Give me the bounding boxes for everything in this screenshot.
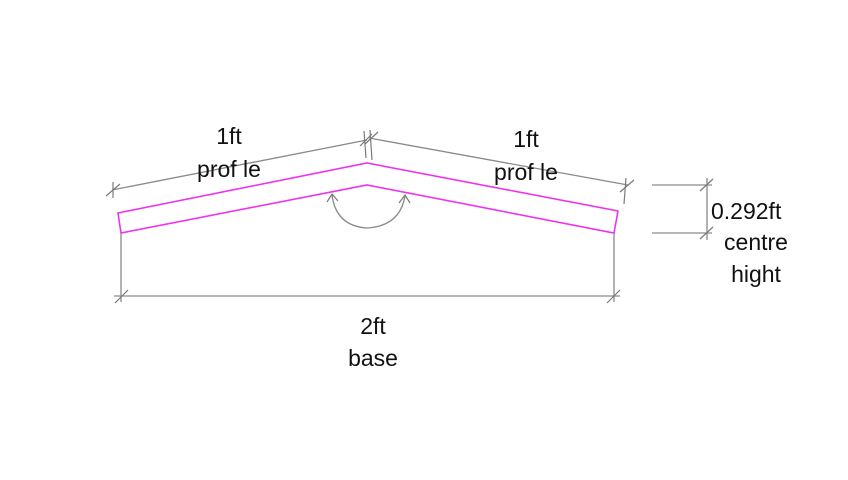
height-name-label-line1: centre (724, 229, 788, 255)
left-length-label: 1ft (216, 123, 242, 149)
right-slope-dimension (364, 129, 635, 205)
height-name-label-line2: hight (731, 261, 781, 287)
right-profile-label: prof le (494, 159, 558, 185)
height-value-label: 0.292ft (711, 198, 782, 224)
height-dimension (652, 178, 714, 240)
base-dimension (114, 289, 621, 304)
left-profile-label: prof le (197, 156, 261, 182)
base-value-label: 2ft (360, 313, 386, 339)
right-length-label: 1ft (513, 126, 539, 152)
left-slope-dimension (105, 130, 373, 198)
apex-angle-arc (326, 192, 411, 229)
base-name-label: base (348, 345, 398, 371)
